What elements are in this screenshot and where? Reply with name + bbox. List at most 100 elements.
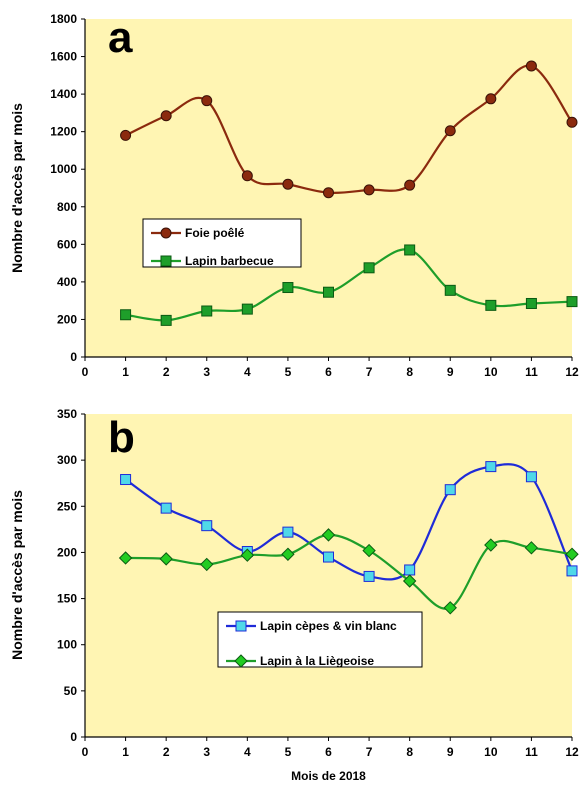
y-tick-label: 200 [57,545,77,559]
x-tick-label: 12 [565,365,579,379]
y-tick-label: 1800 [50,12,77,26]
data-point [160,314,172,326]
data-point [323,286,334,298]
x-tick-label: 4 [244,745,251,759]
data-point [282,178,294,190]
data-point [444,284,456,296]
data-point [485,461,497,473]
data-point [443,601,457,615]
x-tick-label: 11 [525,365,538,379]
y-tick-label: 600 [57,237,77,251]
x-axis-label: Mois de 2018 [291,769,366,783]
data-point [363,262,375,274]
x-tick-label: 12 [565,745,579,759]
y-tick-label: 150 [57,592,77,606]
legend-marker [160,255,172,267]
y-tick-label: 300 [57,453,77,467]
y-tick-label: 1600 [50,50,77,64]
data-point [321,528,336,542]
y-axis-label: Nombre d'accès par mois [9,490,25,660]
legend-label: Lapin barbecue [185,254,274,268]
data-point [201,305,213,317]
y-tick-label: 1200 [50,125,77,139]
data-point [484,538,498,552]
legend-marker [235,620,247,632]
data-point [201,520,213,532]
data-point [565,547,579,561]
x-tick-label: 0 [82,365,89,379]
data-point [241,170,253,182]
data-point [201,95,213,107]
data-point [524,541,539,555]
x-tick-label: 2 [163,745,170,759]
data-point [323,551,334,563]
data-point [525,471,537,483]
x-tick-label: 8 [406,365,413,379]
y-tick-label: 400 [57,275,77,289]
x-tick-label: 6 [325,365,332,379]
x-tick-label: 10 [484,365,498,379]
y-tick-label: 1400 [50,87,77,101]
x-tick-label: 5 [285,745,292,759]
y-tick-label: 200 [57,312,77,326]
x-tick-label: 3 [203,365,210,379]
data-point [160,110,172,122]
panel-label: a [108,13,133,62]
data-point [120,129,132,141]
x-tick-label: 6 [325,745,332,759]
data-point [282,526,294,538]
data-point [282,282,294,294]
data-point [363,184,375,196]
x-tick-label: 8 [406,745,413,759]
y-tick-label: 1000 [50,162,77,176]
data-point [402,574,417,588]
x-tick-label: 1 [122,745,129,759]
data-point [566,296,578,308]
y-axis-label: Nombre d'accès par mois [9,103,25,273]
y-tick-label: 50 [64,684,78,698]
x-tick-label: 0 [82,745,89,759]
data-point [566,116,578,128]
y-tick-label: 0 [70,350,77,364]
data-point [120,474,132,486]
plot-area [85,414,572,737]
x-tick-label: 3 [203,745,210,759]
data-point [118,551,133,565]
data-point [240,548,255,562]
data-point [444,484,456,496]
legend-label: Lapin à la Liègeoise [260,654,374,668]
legend-marker [160,227,172,239]
legend-label: Lapin cèpes & vin blanc [260,619,397,633]
data-point [404,179,416,191]
y-tick-label: 250 [57,499,77,513]
x-tick-label: 7 [366,745,373,759]
y-tick-label: 800 [57,200,77,214]
data-point [363,570,375,582]
x-tick-label: 10 [484,745,498,759]
x-tick-label: 5 [285,365,292,379]
x-tick-label: 11 [525,745,538,759]
data-point [404,244,416,256]
data-point [444,125,456,137]
data-point [281,547,295,561]
x-tick-label: 9 [447,745,454,759]
data-point [404,564,416,576]
data-point [323,187,334,199]
x-tick-label: 1 [122,365,129,379]
data-point [362,543,376,558]
data-point [525,60,537,72]
data-point [485,93,497,105]
legend-label: Foie poêlé [185,226,245,240]
x-tick-label: 4 [244,365,251,379]
x-tick-label: 9 [447,365,454,379]
legend-marker [234,654,248,668]
data-point [525,297,537,309]
data-point [566,565,578,577]
panel-label: b [108,413,135,462]
x-tick-label: 2 [163,365,170,379]
data-point [160,502,172,514]
y-tick-label: 350 [57,407,77,421]
